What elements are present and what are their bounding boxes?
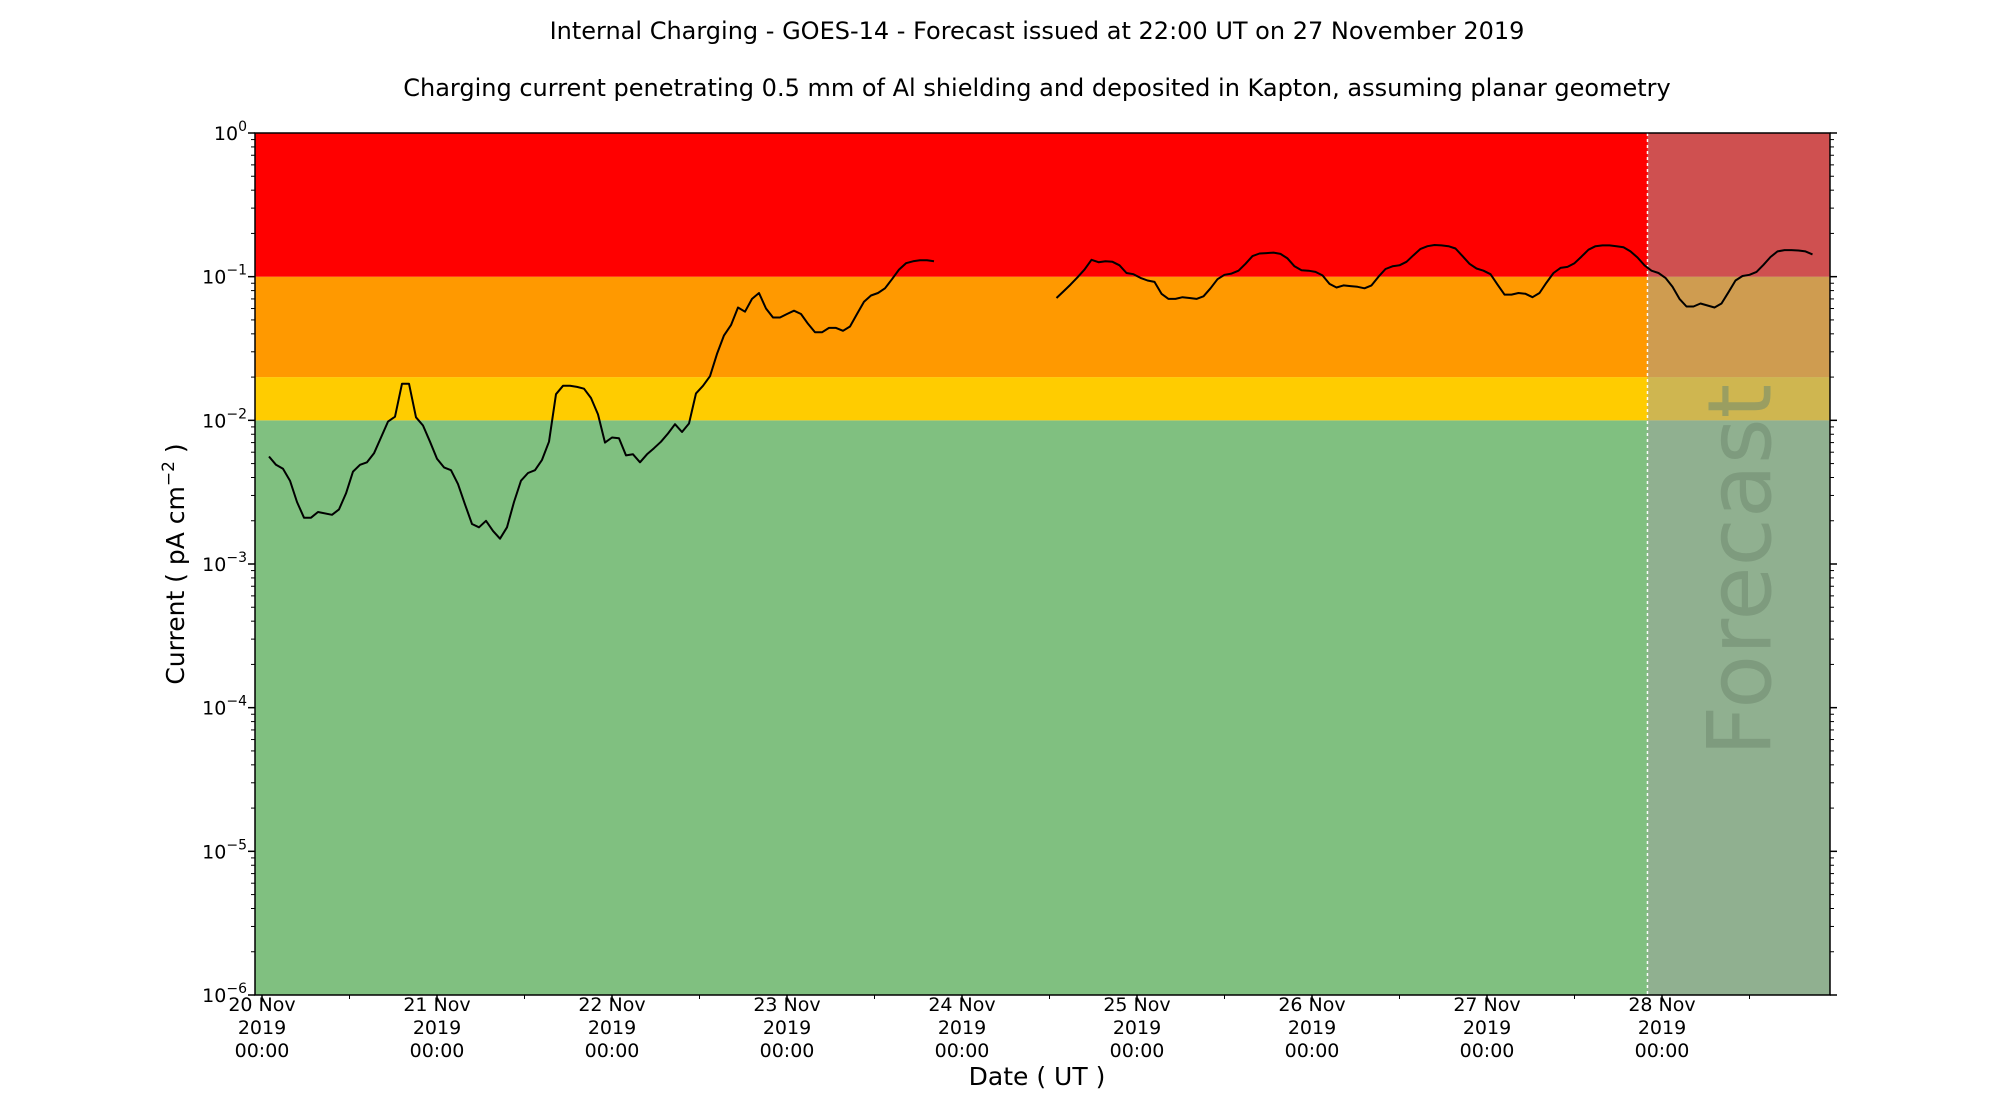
x-tick-label: 28 Nov <box>1628 994 1695 1016</box>
y-tick-label: 10−2 <box>202 406 247 432</box>
x-tick-label: 00:00 <box>1635 1040 1690 1062</box>
y-tick-label: 10−1 <box>202 263 247 289</box>
x-tick-label: 20 Nov <box>228 994 295 1016</box>
x-tick-label: 23 Nov <box>753 994 820 1016</box>
series-line-segment-1 <box>1055 244 1813 309</box>
x-tick-label: 00:00 <box>1285 1040 1340 1062</box>
band-2 <box>255 276 1830 378</box>
forecast-overlay <box>1647 133 1830 995</box>
current-series <box>268 244 1813 540</box>
x-tick-label: 00:00 <box>235 1040 290 1062</box>
x-tick-label: 2019 <box>1113 1017 1161 1039</box>
x-tick-label: 24 Nov <box>928 994 995 1016</box>
y-axis-label-end: ) <box>161 443 190 461</box>
y-tick-label: 10−4 <box>202 694 247 720</box>
y-tick-label: 10−5 <box>202 837 247 863</box>
y-axis-label-exponent: −2 <box>159 461 179 486</box>
x-tick-label: 2019 <box>588 1017 636 1039</box>
forecast-region: Forecast <box>1646 133 1830 995</box>
band-1 <box>255 377 1830 421</box>
x-tick-label: 00:00 <box>585 1040 640 1062</box>
x-tick-label: 00:00 <box>760 1040 815 1062</box>
x-tick-label: 00:00 <box>1110 1040 1165 1062</box>
x-tick-label: 2019 <box>1288 1017 1336 1039</box>
y-axis-label: Current ( pA cm−2 ) <box>159 443 190 684</box>
x-tick-label: 2019 <box>238 1017 286 1039</box>
y-axis-label-main: Current ( pA cm <box>161 486 190 685</box>
x-tick-label: 27 Nov <box>1453 994 1520 1016</box>
forecast-label: Forecast <box>1689 384 1792 756</box>
x-tick-label: 2019 <box>763 1017 811 1039</box>
y-tick-label: 10−6 <box>202 981 247 1007</box>
x-tick-label: 00:00 <box>410 1040 465 1062</box>
x-axis-label: Date ( UT ) <box>969 1062 1106 1091</box>
y-axis: 10−6 10−5 10−4 10−3 10−2 10−1 100 <box>202 119 1837 1007</box>
x-tick-label: 00:00 <box>1460 1040 1515 1062</box>
x-tick-label: 26 Nov <box>1278 994 1345 1016</box>
x-tick-label: 25 Nov <box>1103 994 1170 1016</box>
chart-subtitle: Charging current penetrating 0.5 mm of A… <box>403 74 1671 102</box>
x-tick-label: 2019 <box>413 1017 461 1039</box>
x-tick-label: 21 Nov <box>403 994 470 1016</box>
y-tick-label: 100 <box>214 119 247 145</box>
x-tick-label: 00:00 <box>935 1040 990 1062</box>
x-tick-label: 2019 <box>938 1017 986 1039</box>
band-3 <box>255 133 1830 277</box>
series-line-segment-0 <box>268 259 935 540</box>
x-tick-label: 2019 <box>1463 1017 1511 1039</box>
threshold-bands <box>255 133 1830 995</box>
x-tick-label: 22 Nov <box>578 994 645 1016</box>
band-0 <box>255 420 1830 995</box>
y-tick-label: 10−3 <box>202 550 247 576</box>
x-tick-label: 2019 <box>1638 1017 1686 1039</box>
chart-title: Internal Charging - GOES-14 - Forecast i… <box>550 17 1525 45</box>
